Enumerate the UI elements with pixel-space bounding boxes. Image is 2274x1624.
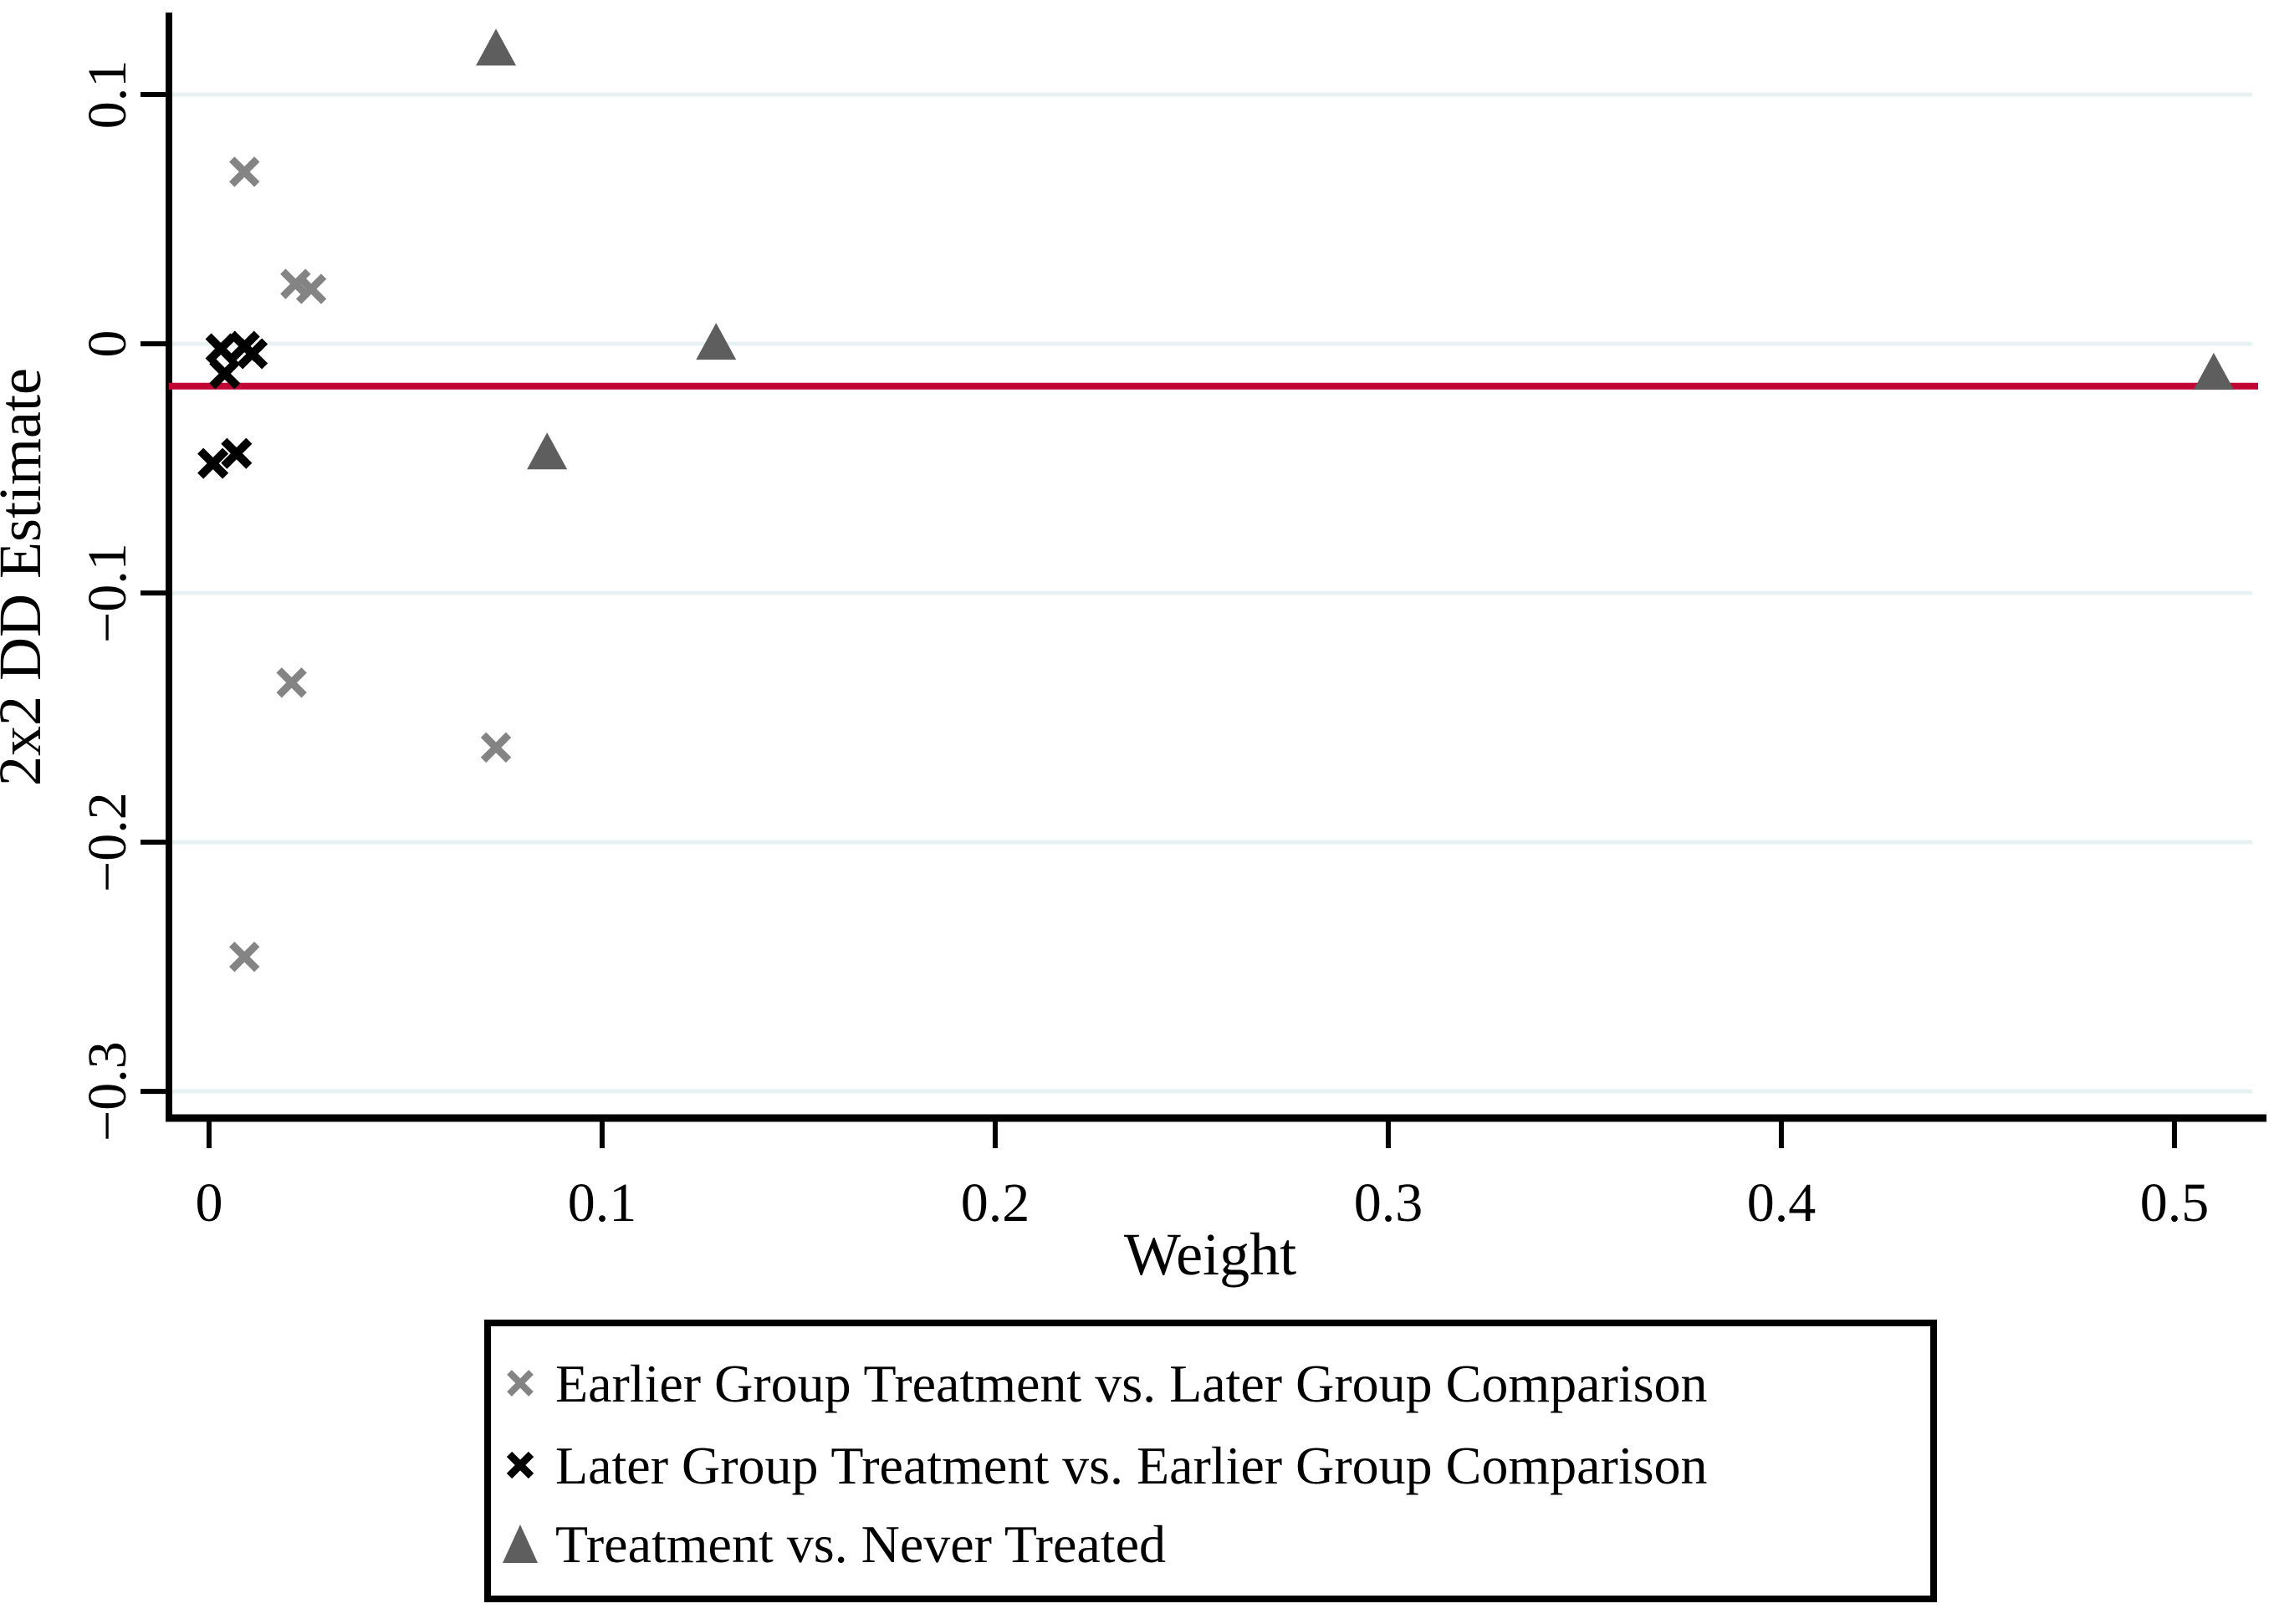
x-tick-label: 0.3 bbox=[1354, 1172, 1423, 1233]
marker-x-series-0 bbox=[229, 156, 260, 187]
marker-x-series-1 bbox=[221, 437, 253, 469]
legend: Earlier Group Treatment vs. Later Group … bbox=[484, 1320, 1937, 1602]
marker-x-series-0 bbox=[276, 667, 307, 698]
y-tick-label: −0.1 bbox=[77, 543, 138, 643]
y-tick-label: 0 bbox=[77, 330, 138, 358]
x-tick-label: 0.4 bbox=[1747, 1172, 1817, 1233]
legend-item-label: Earlier Group Treatment vs. Later Group … bbox=[555, 1354, 1708, 1413]
marker-triangle-series-2 bbox=[476, 28, 517, 66]
legend-marker-triangle bbox=[503, 1524, 538, 1563]
y-axis-title: 2x2 DD Estimate bbox=[0, 368, 54, 786]
y-tick-label: 0.1 bbox=[77, 60, 138, 129]
axes bbox=[141, 13, 2266, 1148]
marker-triangle-series-2 bbox=[527, 432, 568, 470]
gridlines bbox=[169, 92, 2252, 1094]
marker-triangle-series-2 bbox=[696, 323, 737, 360]
legend-item-label: Later Group Treatment vs. Earlier Group … bbox=[555, 1436, 1708, 1495]
marker-x-series-0 bbox=[295, 273, 327, 304]
x-tick-label: 0.1 bbox=[568, 1172, 637, 1233]
marker-x-series-0 bbox=[480, 732, 512, 763]
marker-triangle-series-2 bbox=[2193, 352, 2234, 390]
marker-x-series-1 bbox=[205, 333, 237, 365]
marker-x-series-0 bbox=[229, 941, 260, 973]
y-tick-label: −0.3 bbox=[77, 1041, 138, 1141]
data-markers bbox=[197, 28, 2234, 973]
marker-x-series-1 bbox=[237, 338, 268, 370]
y-tick-label: −0.2 bbox=[77, 792, 138, 892]
legend-marker-x bbox=[506, 1451, 534, 1479]
legend-marker-x bbox=[507, 1370, 534, 1397]
tick-labels: 0.1 0 −0.1 −0.2 −0.3 0 0.1 0.2 0.3 0.4 0.5 bbox=[77, 60, 2209, 1233]
marker-x-series-1 bbox=[197, 447, 229, 479]
x-tick-label: 0 bbox=[195, 1172, 222, 1233]
legend-item-label: Treatment vs. Never Treated bbox=[555, 1514, 1166, 1574]
x-tick-label: 0.2 bbox=[961, 1172, 1030, 1233]
x-axis-title: Weight bbox=[1124, 1221, 1296, 1288]
legend-box bbox=[484, 1320, 1937, 1602]
marker-x-series-1 bbox=[209, 358, 241, 390]
x-tick-label: 0.5 bbox=[2140, 1172, 2210, 1233]
